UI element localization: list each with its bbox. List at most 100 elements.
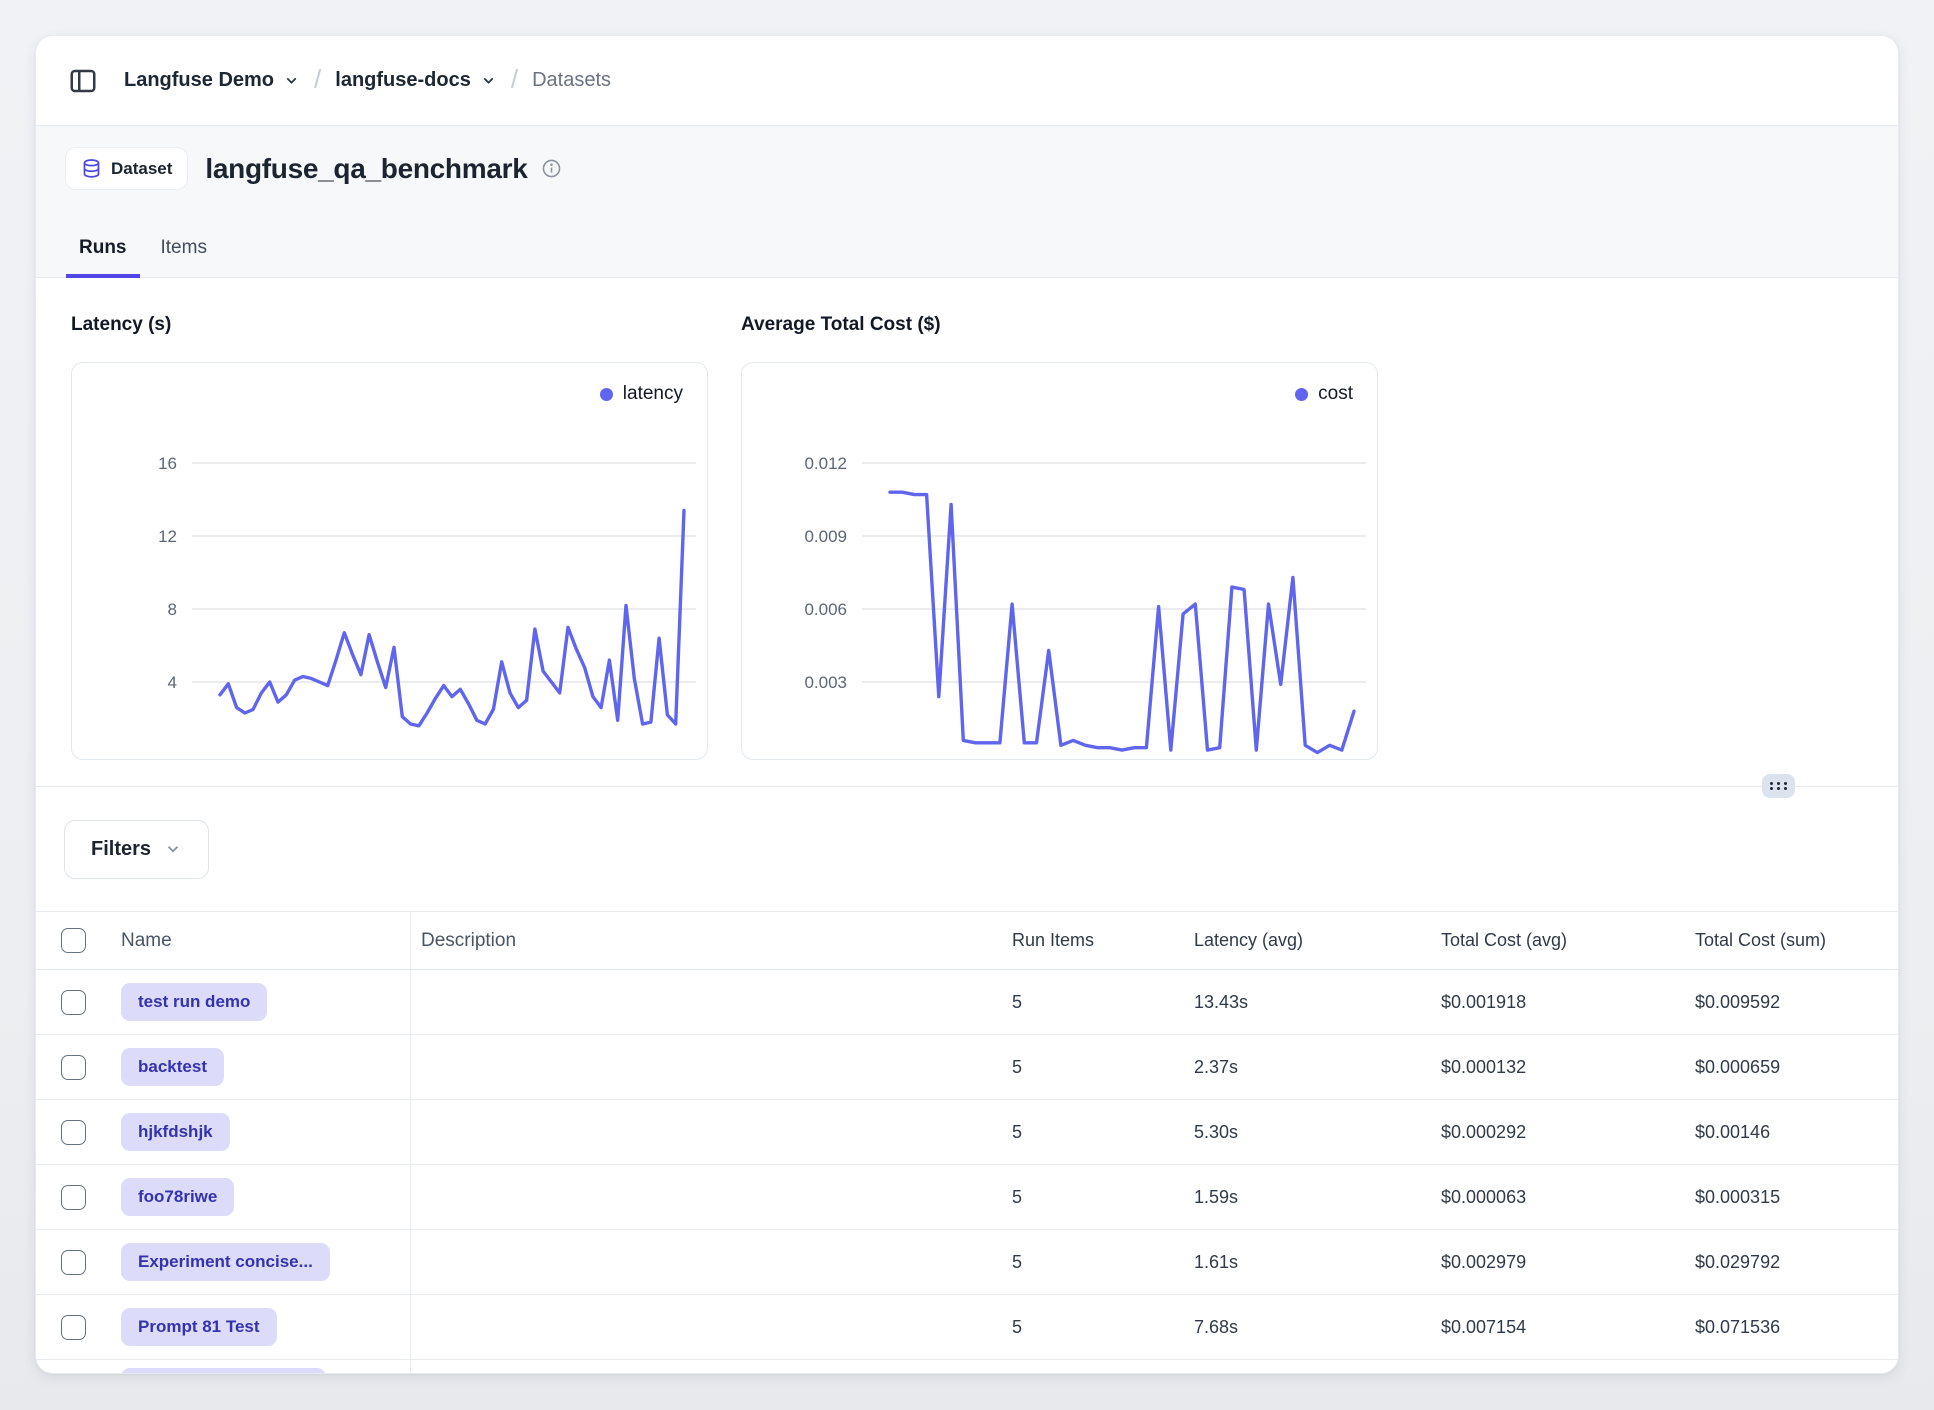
latency-avg-cell: 7.68s: [1168, 1317, 1415, 1338]
row-checkbox[interactable]: [61, 1250, 86, 1275]
y-axis-tick-label: 12: [158, 527, 177, 546]
chevron-down-icon: [283, 72, 300, 89]
y-axis-tick-label: 16: [158, 454, 177, 473]
latency-avg-cell: 5.30s: [1168, 1122, 1415, 1143]
total-cost-avg-cell: $0.001918: [1415, 992, 1669, 1013]
database-icon: [81, 158, 102, 179]
run-name-badge[interactable]: [121, 1368, 326, 1374]
latency-avg-cell: 1.59s: [1168, 1187, 1415, 1208]
page-title: langfuse_qa_benchmark: [205, 153, 527, 185]
latency-avg-cell: 13.43s: [1168, 992, 1415, 1013]
y-axis-tick-label: 0.006: [804, 600, 847, 619]
total-cost-avg-cell: $0.000063: [1415, 1187, 1669, 1208]
table-row-partial: [36, 1360, 1898, 1374]
column-header-total-cost-sum: Total Cost (sum): [1669, 930, 1898, 951]
sidebar-toggle-button[interactable]: [66, 64, 100, 98]
total-cost-avg-cell: $0.007154: [1415, 1317, 1669, 1338]
table-row: backtest 52.37s$0.000132$0.000659: [36, 1035, 1898, 1100]
chevron-down-icon: [480, 72, 497, 89]
filters-button[interactable]: Filters: [64, 820, 209, 879]
latency-chart-column: Latency (s) 4 8 12 16 latency: [71, 314, 708, 786]
cost-series-line: [890, 492, 1354, 752]
table-body: test run demo513.43s$0.001918$0.009592ba…: [36, 970, 1898, 1374]
runs-table: Name Description Run Items Latency (avg)…: [36, 911, 1898, 1374]
cost-chart-title: Average Total Cost ($): [741, 314, 1378, 336]
dataset-type-badge: Dataset: [66, 148, 187, 189]
breadcrumb-section[interactable]: Datasets: [532, 69, 611, 92]
row-checkbox[interactable]: [61, 1055, 86, 1080]
row-checkbox[interactable]: [61, 1120, 86, 1145]
run-items-cell: 5: [986, 1122, 1168, 1143]
column-header-description: Description: [411, 912, 986, 969]
table-row: hjkfdshjk55.30s$0.000292$0.00146: [36, 1100, 1898, 1165]
cost-legend-dot: [1295, 388, 1308, 401]
total-cost-sum-cell: $0.000315: [1669, 1187, 1898, 1208]
run-name-badge[interactable]: foo78riwe: [121, 1178, 234, 1216]
total-cost-sum-cell: $0.00146: [1669, 1122, 1898, 1143]
grip-dots-icon: [1770, 782, 1787, 791]
run-items-cell: 5: [986, 1057, 1168, 1078]
latency-line-plot: 4 8 12 16: [72, 363, 709, 761]
total-cost-avg-cell: $0.000132: [1415, 1057, 1669, 1078]
section-resize-handle[interactable]: [1762, 774, 1795, 798]
dataset-badge-label: Dataset: [111, 159, 172, 179]
column-header-latency-avg: Latency (avg): [1168, 930, 1415, 951]
run-description-cell: [411, 1230, 986, 1294]
sidebar-panel-icon: [68, 66, 98, 96]
breadcrumb-separator: /: [511, 64, 518, 95]
breadcrumb-section-label: Datasets: [532, 69, 611, 92]
column-header-run-items: Run Items: [986, 930, 1168, 951]
breadcrumb: Langfuse Demo / langfuse-docs / Datasets: [124, 65, 611, 96]
total-cost-sum-cell: $0.009592: [1669, 992, 1898, 1013]
cost-line-plot: 0.0030.0060.0090.012: [742, 363, 1379, 761]
latency-avg-cell: 1.61s: [1168, 1252, 1415, 1273]
row-checkbox[interactable]: [61, 990, 86, 1015]
table-header-row: Name Description Run Items Latency (avg)…: [36, 912, 1898, 970]
run-name-badge[interactable]: backtest: [121, 1048, 224, 1086]
total-cost-sum-cell: $0.029792: [1669, 1252, 1898, 1273]
latency-series-line: [220, 510, 684, 725]
tab-items[interactable]: Items: [148, 237, 220, 278]
table-row: foo78riwe 51.59s$0.000063$0.000315: [36, 1165, 1898, 1230]
run-name-badge[interactable]: test run demo: [121, 983, 267, 1021]
y-axis-tick-label: 0.009: [804, 527, 847, 546]
y-axis-tick-label: 0.012: [804, 454, 847, 473]
y-axis-tick-label: 8: [168, 600, 177, 619]
table-row: Prompt 81 Test 57.68s$0.007154$0.071536: [36, 1295, 1898, 1360]
cost-chart: 0.0030.0060.0090.012 cost: [741, 362, 1378, 760]
run-name-badge[interactable]: Prompt 81 Test: [121, 1308, 277, 1346]
run-description-cell: [411, 1295, 986, 1359]
run-name-badge[interactable]: Experiment concise...: [121, 1243, 330, 1281]
latency-legend: latency: [600, 383, 683, 405]
row-checkbox[interactable]: [61, 1315, 86, 1340]
breadcrumb-project-dropdown[interactable]: Langfuse Demo: [124, 69, 300, 92]
table-row: Experiment concise...51.61s$0.002979$0.0…: [36, 1230, 1898, 1295]
row-checkbox[interactable]: [61, 1185, 86, 1210]
run-description-cell: [411, 1165, 986, 1229]
latency-chart-title: Latency (s): [71, 314, 708, 336]
table-row: test run demo 513.43s$0.001918$0.009592: [36, 970, 1898, 1035]
top-header: Langfuse Demo / langfuse-docs / Datasets: [36, 36, 1898, 126]
run-items-cell: 5: [986, 992, 1168, 1013]
latency-avg-cell: 2.37s: [1168, 1057, 1415, 1078]
total-cost-sum-cell: $0.071536: [1669, 1317, 1898, 1338]
y-axis-tick-label: 4: [168, 673, 177, 692]
breadcrumb-env-dropdown[interactable]: langfuse-docs: [335, 69, 497, 92]
dataset-header-band: Dataset langfuse_qa_benchmark RunsItems: [36, 126, 1898, 278]
select-all-checkbox[interactable]: [61, 928, 86, 953]
run-items-cell: 5: [986, 1317, 1168, 1338]
main-card: Langfuse Demo / langfuse-docs / Datasets: [35, 35, 1899, 1374]
total-cost-sum-cell: $0.000659: [1669, 1057, 1898, 1078]
run-items-cell: 5: [986, 1187, 1168, 1208]
latency-chart: 4 8 12 16 latency: [71, 362, 708, 760]
filters-button-label: Filters: [91, 838, 151, 861]
breadcrumb-project-label: Langfuse Demo: [124, 69, 274, 92]
cost-chart-column: Average Total Cost ($) 0.0030.0060.0090.…: [741, 314, 1378, 786]
run-name-badge[interactable]: hjkfdshjk: [121, 1113, 230, 1151]
run-description-cell: [411, 1035, 986, 1099]
tab-runs[interactable]: Runs: [66, 237, 140, 278]
latency-legend-dot: [600, 388, 613, 401]
cost-legend: cost: [1295, 383, 1353, 405]
info-icon[interactable]: [541, 158, 562, 179]
tab-bar: RunsItems: [66, 237, 220, 277]
